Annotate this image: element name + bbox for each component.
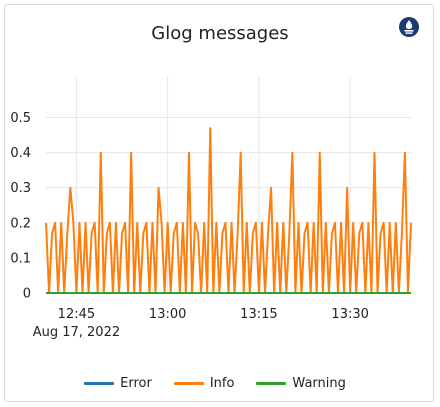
y-tick-label: 0.4 (10, 146, 31, 161)
legend-label-error: Error (120, 376, 152, 391)
y-tick-label: 0.5 (10, 111, 31, 126)
x-date-label: Aug 17, 2022 (33, 325, 120, 340)
legend-label-warning: Warning (292, 376, 346, 391)
x-tick-label: 13:15 (240, 307, 277, 322)
prometheus-icon (399, 17, 419, 37)
x-tick-label: 13:30 (331, 307, 368, 322)
y-tick-label: 0.3 (10, 181, 31, 196)
y-tick-label: 0 (23, 287, 31, 302)
y-tick-label: 0.1 (10, 251, 31, 266)
x-tick-label: 12:45 (58, 307, 95, 322)
legend-item-info[interactable]: Info (173, 376, 235, 391)
legend-item-error[interactable]: Error (84, 376, 152, 391)
legend-swatch-warning (256, 382, 287, 385)
legend-swatch-info (173, 382, 204, 385)
chart-panel: Glog messages (4, 4, 434, 402)
y-tick-label: 0.2 (10, 216, 31, 231)
panel-title: Glog messages (151, 23, 289, 44)
chart-legend: Error Info Warning (0, 376, 430, 391)
legend-item-warning[interactable]: Warning (256, 376, 346, 391)
legend-label-info: Info (209, 376, 235, 391)
x-tick-label: 13:00 (149, 307, 186, 322)
legend-swatch-error (84, 382, 115, 385)
